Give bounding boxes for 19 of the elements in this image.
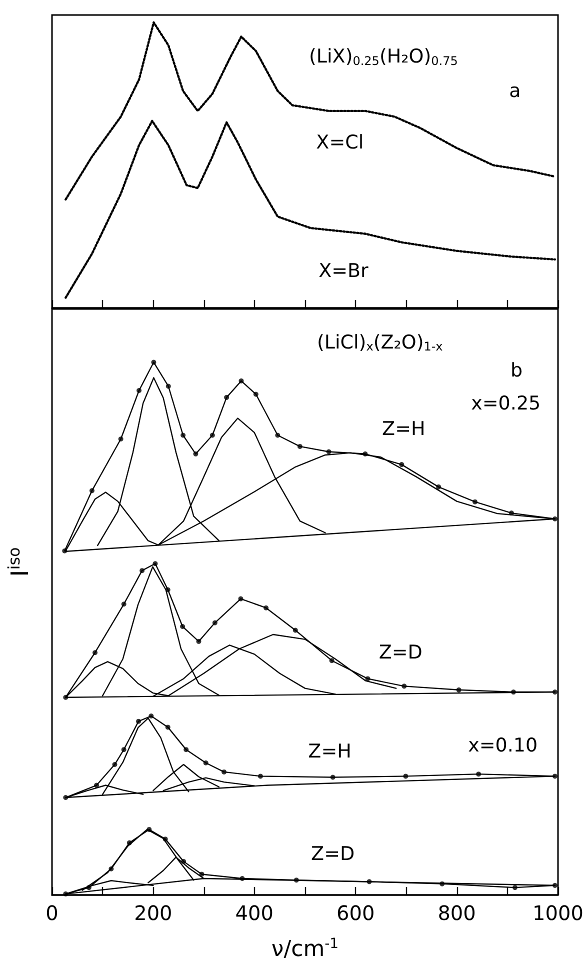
x-tick-label: 0	[46, 901, 58, 925]
annotation: x=0.10	[468, 734, 538, 757]
y-axis-title: Iiso	[4, 547, 34, 577]
annotation: X=Br	[318, 260, 369, 282]
annotation: (LiX)0.25(H₂O)0.75	[309, 46, 458, 68]
text: (LiCl)x(Z₂O)1-x	[316, 331, 443, 354]
x-tick-label: 1000	[532, 901, 584, 925]
annotation: Z=H	[382, 418, 426, 440]
annotation: a	[509, 80, 521, 102]
annotation: Z=D	[311, 842, 355, 865]
x-tick-label: 200	[134, 901, 172, 925]
annotation: X=Cl	[316, 131, 364, 154]
annotation: Z=H	[308, 740, 352, 762]
annotation: x=0.25	[471, 392, 541, 414]
x-tick-label: 600	[336, 901, 375, 925]
x-tick-label: 800	[438, 901, 476, 925]
annotation: b	[510, 360, 523, 382]
x-tick-label: 400	[235, 901, 274, 925]
annotation: Z=D	[378, 641, 422, 664]
